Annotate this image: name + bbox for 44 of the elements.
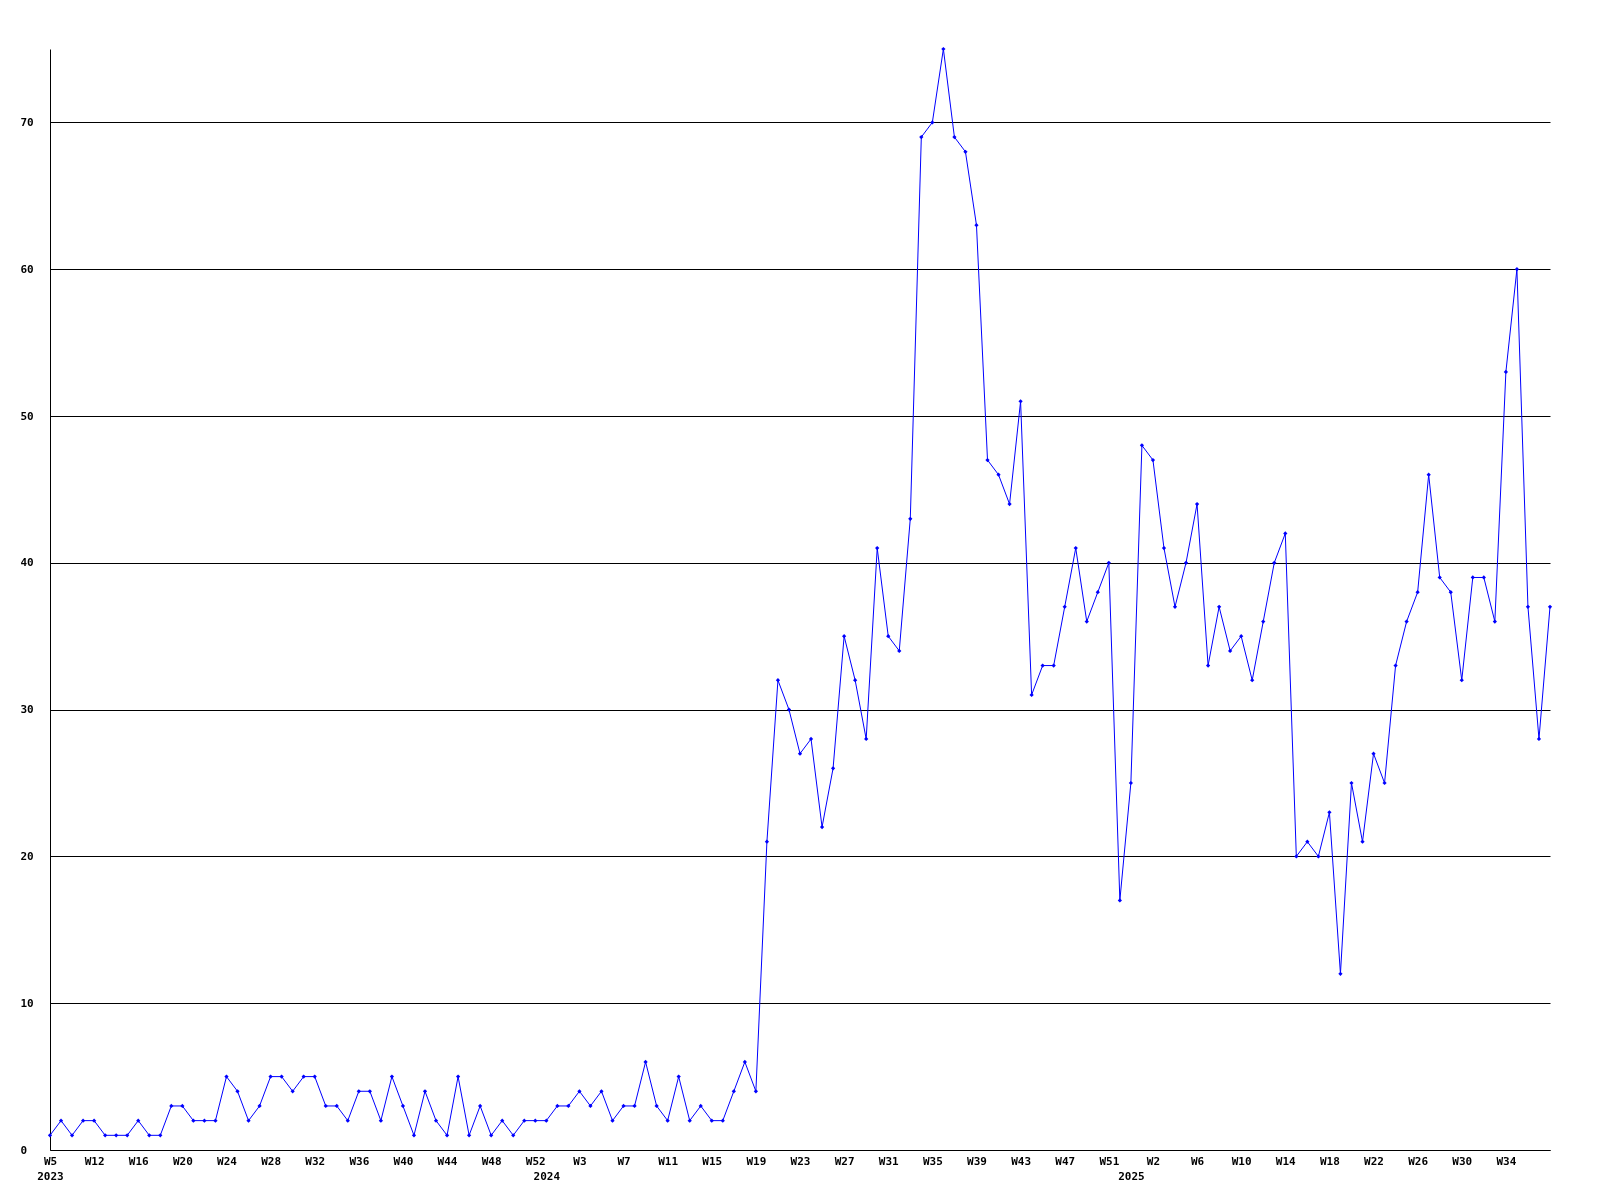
y-tick-label: 20 bbox=[20, 849, 34, 863]
x-tick-label: W44 bbox=[437, 1154, 458, 1168]
x-tick-label: W12 bbox=[84, 1154, 105, 1168]
y-tick-label: 50 bbox=[20, 409, 34, 423]
x-tick-label: W30 bbox=[1452, 1154, 1473, 1168]
x-tick-label: W10 bbox=[1231, 1154, 1252, 1168]
x-tick-label: W15 bbox=[702, 1154, 723, 1168]
x-tick-label: 2025 bbox=[1118, 1169, 1145, 1183]
x-tick-label: W35 bbox=[922, 1154, 943, 1168]
x-tick-label: W47 bbox=[1055, 1154, 1076, 1168]
x-tick-label: W19 bbox=[746, 1154, 767, 1168]
x-tick-label: W40 bbox=[393, 1154, 414, 1168]
y-tick-label: 40 bbox=[20, 556, 34, 570]
y-tick-label: 60 bbox=[20, 262, 34, 276]
x-tick-label: W14 bbox=[1275, 1154, 1297, 1168]
x-tick-label: W2 bbox=[1146, 1154, 1161, 1168]
x-tick-label: W27 bbox=[834, 1154, 855, 1168]
x-tick-label: W24 bbox=[217, 1154, 238, 1168]
x-tick-label: W34 bbox=[1496, 1154, 1517, 1168]
x-tick-label: W26 bbox=[1408, 1154, 1429, 1168]
x-tick-label: W16 bbox=[128, 1154, 150, 1168]
y-tick-label: 30 bbox=[20, 703, 34, 717]
x-tick-label: W51 bbox=[1099, 1154, 1120, 1168]
x-tick-label: W5 2023 bbox=[37, 1154, 64, 1183]
y-tick-label: 70 bbox=[20, 115, 34, 129]
y-tick-label: 0 bbox=[20, 1143, 28, 1157]
x-tick-label: W22 bbox=[1364, 1154, 1384, 1168]
x-tick-label: W6 bbox=[1190, 1154, 1205, 1168]
x-tick-label: W7 bbox=[617, 1154, 631, 1168]
x-tick-label: W18 bbox=[1319, 1154, 1340, 1168]
x-tick-label: W11 bbox=[658, 1154, 679, 1168]
x-tick-label: W20 bbox=[172, 1154, 193, 1168]
x-tick-label: W31 bbox=[878, 1154, 900, 1168]
x-tick-label: W23 bbox=[790, 1154, 811, 1168]
x-tick-label: W28 bbox=[261, 1154, 282, 1168]
x-tick-label: W36 bbox=[349, 1154, 370, 1168]
x-tick-label: W3 bbox=[573, 1154, 587, 1168]
x-tick-label: 2024 bbox=[533, 1169, 561, 1183]
x-tick-label: W32 bbox=[305, 1154, 326, 1168]
x-tick-label: W43 bbox=[1011, 1154, 1032, 1168]
x-tick-label: W48 bbox=[481, 1154, 502, 1168]
x-tick-label: W39 bbox=[967, 1154, 987, 1168]
x-tick-label: W52 bbox=[525, 1154, 546, 1168]
y-tick-label: 10 bbox=[20, 996, 34, 1010]
